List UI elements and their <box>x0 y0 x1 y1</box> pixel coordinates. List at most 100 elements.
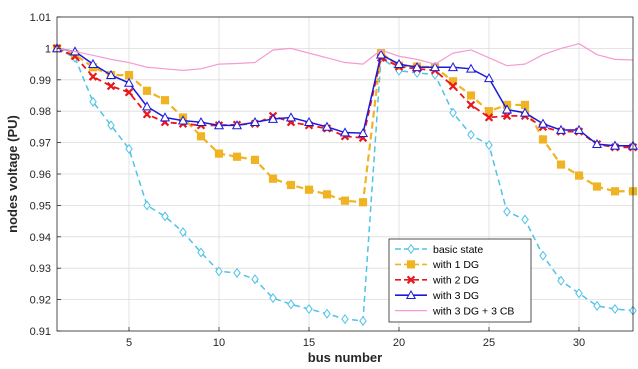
y-tick-label: 0.95 <box>30 200 51 212</box>
data-point <box>574 171 584 180</box>
y-tick-label: 1.01 <box>30 12 51 24</box>
data-point <box>215 266 223 277</box>
x-tick-label: 25 <box>483 337 495 349</box>
series-line-with-2-dg <box>56 47 633 149</box>
data-point <box>556 160 566 169</box>
series-with-3-dg <box>51 43 638 150</box>
data-point <box>557 275 565 286</box>
data-point <box>142 110 152 119</box>
data-point <box>196 132 206 141</box>
y-tick-label: 0.91 <box>30 326 51 338</box>
series-with-3-dg-3-cb <box>56 43 634 71</box>
data-point <box>124 88 134 97</box>
legend-label: with 1 DG <box>432 259 479 271</box>
data-point <box>484 107 494 116</box>
data-point <box>501 104 513 114</box>
data-point <box>285 112 297 122</box>
data-point <box>125 143 133 154</box>
legend-item: with 2 DG <box>395 275 479 287</box>
tick-labels: 5 10 15 20 25 30 0.91 0.92 0.93 0.94 0.95 0.96 0.97 0… <box>30 12 586 349</box>
data-point <box>447 62 459 72</box>
data-point <box>142 86 152 95</box>
data-point <box>177 115 189 125</box>
data-point <box>323 308 331 319</box>
data-point <box>88 72 98 81</box>
data-point <box>214 149 224 158</box>
y-tick-label: 0.97 <box>30 138 51 150</box>
data-point <box>448 81 458 91</box>
legend-item: with 3 DG + 3 CB <box>395 305 514 317</box>
data-point <box>393 58 405 68</box>
data-point <box>287 299 295 310</box>
data-point <box>449 107 457 118</box>
data-point <box>250 155 260 164</box>
x-tick-label: 30 <box>573 337 585 349</box>
data-point <box>611 303 619 315</box>
data-point <box>538 135 548 144</box>
data-point <box>141 101 153 111</box>
data-point <box>411 62 423 72</box>
data-point <box>339 127 351 137</box>
data-point <box>467 129 475 140</box>
data-point <box>269 292 277 304</box>
data-point <box>519 107 531 117</box>
data-point <box>106 81 116 91</box>
data-point <box>305 303 313 315</box>
data-point <box>107 120 115 131</box>
data-point <box>123 77 135 87</box>
data-point <box>87 58 99 68</box>
legend-marker <box>407 243 415 255</box>
legend-item: with 3 DG <box>395 289 479 302</box>
legend-item: with 1 DG <box>395 259 479 271</box>
legend-label: with 3 DG <box>432 290 479 302</box>
data-point <box>249 116 261 127</box>
y-tick-label: 1 <box>45 43 51 55</box>
legend-label: basic state <box>433 244 483 256</box>
data-point <box>303 116 315 127</box>
legend-item: basic state <box>395 244 483 256</box>
data-point <box>358 198 368 207</box>
x-tick-label: 15 <box>303 337 315 349</box>
data-point <box>340 196 350 205</box>
data-point <box>159 112 171 122</box>
legend-label: with 3 DG + 3 CB <box>432 305 514 317</box>
legend-marker <box>406 275 416 284</box>
data-point <box>213 120 225 130</box>
data-point <box>160 96 170 105</box>
data-point <box>555 124 567 134</box>
data-point <box>520 100 530 110</box>
data-point <box>610 187 620 196</box>
y-tick-label: 0.96 <box>30 169 51 181</box>
data-point <box>503 206 511 217</box>
series-line-with-3-dg-3-cb <box>56 43 634 71</box>
data-point <box>232 152 242 161</box>
data-point <box>304 185 314 194</box>
data-point <box>485 140 493 151</box>
data-point <box>231 120 243 130</box>
x-tick-label: 10 <box>213 337 225 349</box>
data-point <box>575 288 583 299</box>
legend-marker <box>406 260 416 269</box>
y-tick-label: 0.94 <box>30 232 51 244</box>
x-tick-label: 20 <box>393 337 405 349</box>
data-point <box>466 100 476 110</box>
data-point <box>251 274 259 285</box>
data-point <box>105 69 117 79</box>
data-point <box>483 73 495 83</box>
data-point <box>359 315 367 326</box>
data-point <box>195 116 207 127</box>
y-tick-label: 0.99 <box>30 75 51 87</box>
data-point <box>124 70 134 80</box>
data-point <box>357 127 369 138</box>
y-tick-label: 0.93 <box>30 263 51 275</box>
x-tick-label: 5 <box>126 337 132 349</box>
legend-marker <box>405 289 417 300</box>
data-point <box>197 247 205 258</box>
data-point <box>484 113 494 122</box>
data-point <box>161 211 169 222</box>
data-point <box>268 174 278 183</box>
data-point <box>573 124 585 134</box>
y-tick-label: 0.92 <box>30 295 51 307</box>
data-point <box>466 91 476 100</box>
